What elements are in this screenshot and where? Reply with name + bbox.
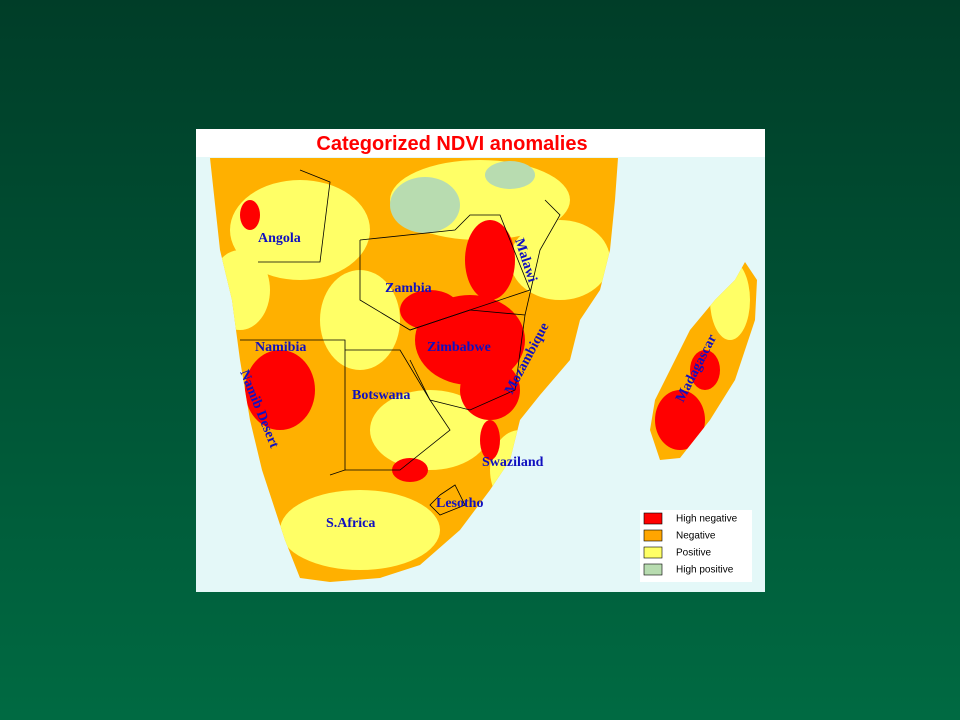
country-label: Zimbabwe <box>427 340 491 355</box>
country-label: Zambia <box>385 281 432 296</box>
country-label: Swaziland <box>482 455 544 470</box>
country-label: Angola <box>258 231 301 246</box>
country-label: Lesotho <box>436 496 483 511</box>
legend-swatch <box>643 563 663 576</box>
country-label: Namibia <box>255 340 306 355</box>
title-band <box>196 129 765 157</box>
country-label: Botswana <box>352 388 410 403</box>
legend-label: Positive <box>676 548 711 559</box>
legend-swatch <box>643 546 663 559</box>
legend-label: High positive <box>676 565 734 576</box>
map-title: Categorized NDVI anomalies <box>316 133 587 155</box>
legend-label: Negative <box>676 531 716 542</box>
country-label: S.Africa <box>326 516 375 531</box>
legend-swatch <box>643 512 663 525</box>
map: Categorized NDVI anomalies AngolaZambiaM… <box>196 129 765 592</box>
legend-label: High negative <box>676 514 738 525</box>
legend-swatch <box>643 529 663 542</box>
